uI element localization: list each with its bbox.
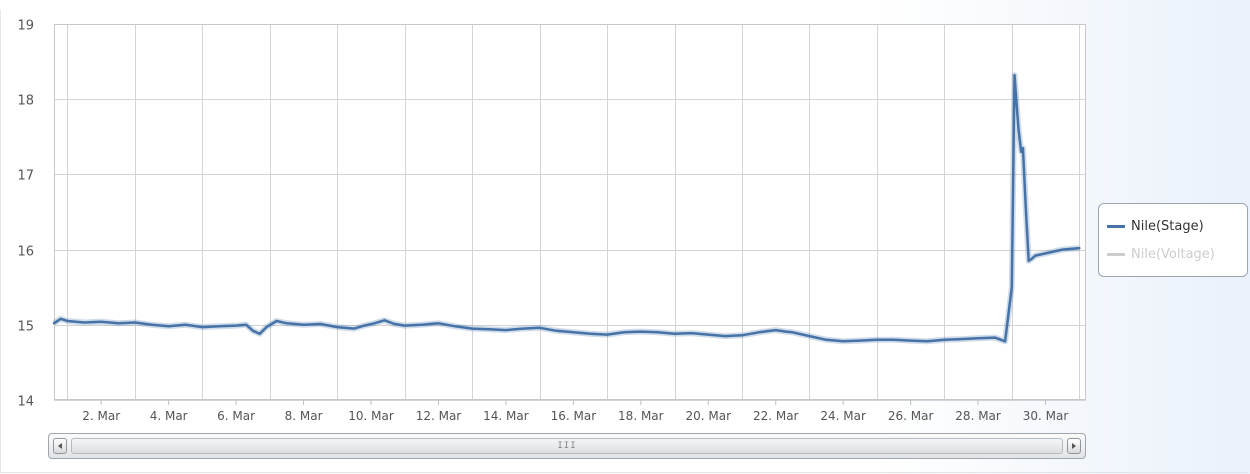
y-tick-label: 18 (17, 94, 34, 109)
scroll-left-button[interactable] (53, 438, 67, 454)
x-tick-label: 4. Mar (150, 409, 188, 423)
x-tick-label: 16. Mar (551, 409, 597, 423)
legend-label-voltage: Nile(Voltage) (1131, 246, 1215, 262)
x-tick-label: 6. Mar (217, 409, 255, 423)
series-line (52, 73, 1081, 343)
x-tick-label: 22. Mar (753, 409, 799, 423)
navigator-scrollbar[interactable]: III (48, 433, 1086, 459)
x-tick-label: 28. Mar (955, 409, 1001, 423)
arrow-left-icon (58, 443, 62, 449)
legend-label-stage: Nile(Stage) (1131, 218, 1204, 234)
plot-background (54, 24, 1086, 400)
y-tick-label: 17 (17, 169, 34, 184)
x-tick-label: 18. Mar (618, 409, 664, 423)
legend-swatch-voltage (1107, 252, 1125, 256)
scroll-right-button[interactable] (1067, 438, 1081, 454)
x-tick-label: 14. Mar (483, 409, 529, 423)
x-tick-label: 10. Mar (348, 409, 394, 423)
y-tick-label: 16 (17, 245, 34, 260)
legend-item-voltage[interactable]: Nile(Voltage) (1107, 244, 1215, 264)
y-tick-label: 15 (17, 320, 34, 335)
plot-frame (54, 24, 1086, 400)
grip-icon: III (557, 441, 577, 451)
scroll-thumb[interactable]: III (71, 438, 1063, 454)
y-tick-label: 14 (17, 395, 34, 410)
legend: Nile(Stage) Nile(Voltage) (1098, 203, 1248, 277)
x-tick-label: 20. Mar (686, 409, 732, 423)
chart-border (0, 10, 1249, 473)
x-tick-label: 8. Mar (285, 409, 323, 423)
legend-swatch-stage (1107, 224, 1125, 228)
x-tick-label: 30. Mar (1023, 409, 1069, 423)
x-tick-label: 12. Mar (416, 409, 462, 423)
x-tick-label: 26. Mar (888, 409, 934, 423)
y-tick-label: 19 (17, 19, 34, 34)
x-tick-label: 24. Mar (820, 409, 866, 423)
arrow-right-icon (1072, 443, 1076, 449)
x-tick-label: 2. Mar (82, 409, 120, 423)
legend-item-stage[interactable]: Nile(Stage) (1107, 216, 1204, 236)
